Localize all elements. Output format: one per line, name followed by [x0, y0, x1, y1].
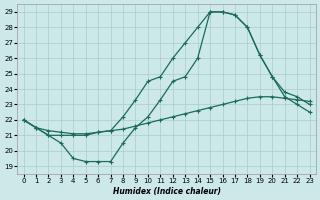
X-axis label: Humidex (Indice chaleur): Humidex (Indice chaleur) — [113, 187, 220, 196]
